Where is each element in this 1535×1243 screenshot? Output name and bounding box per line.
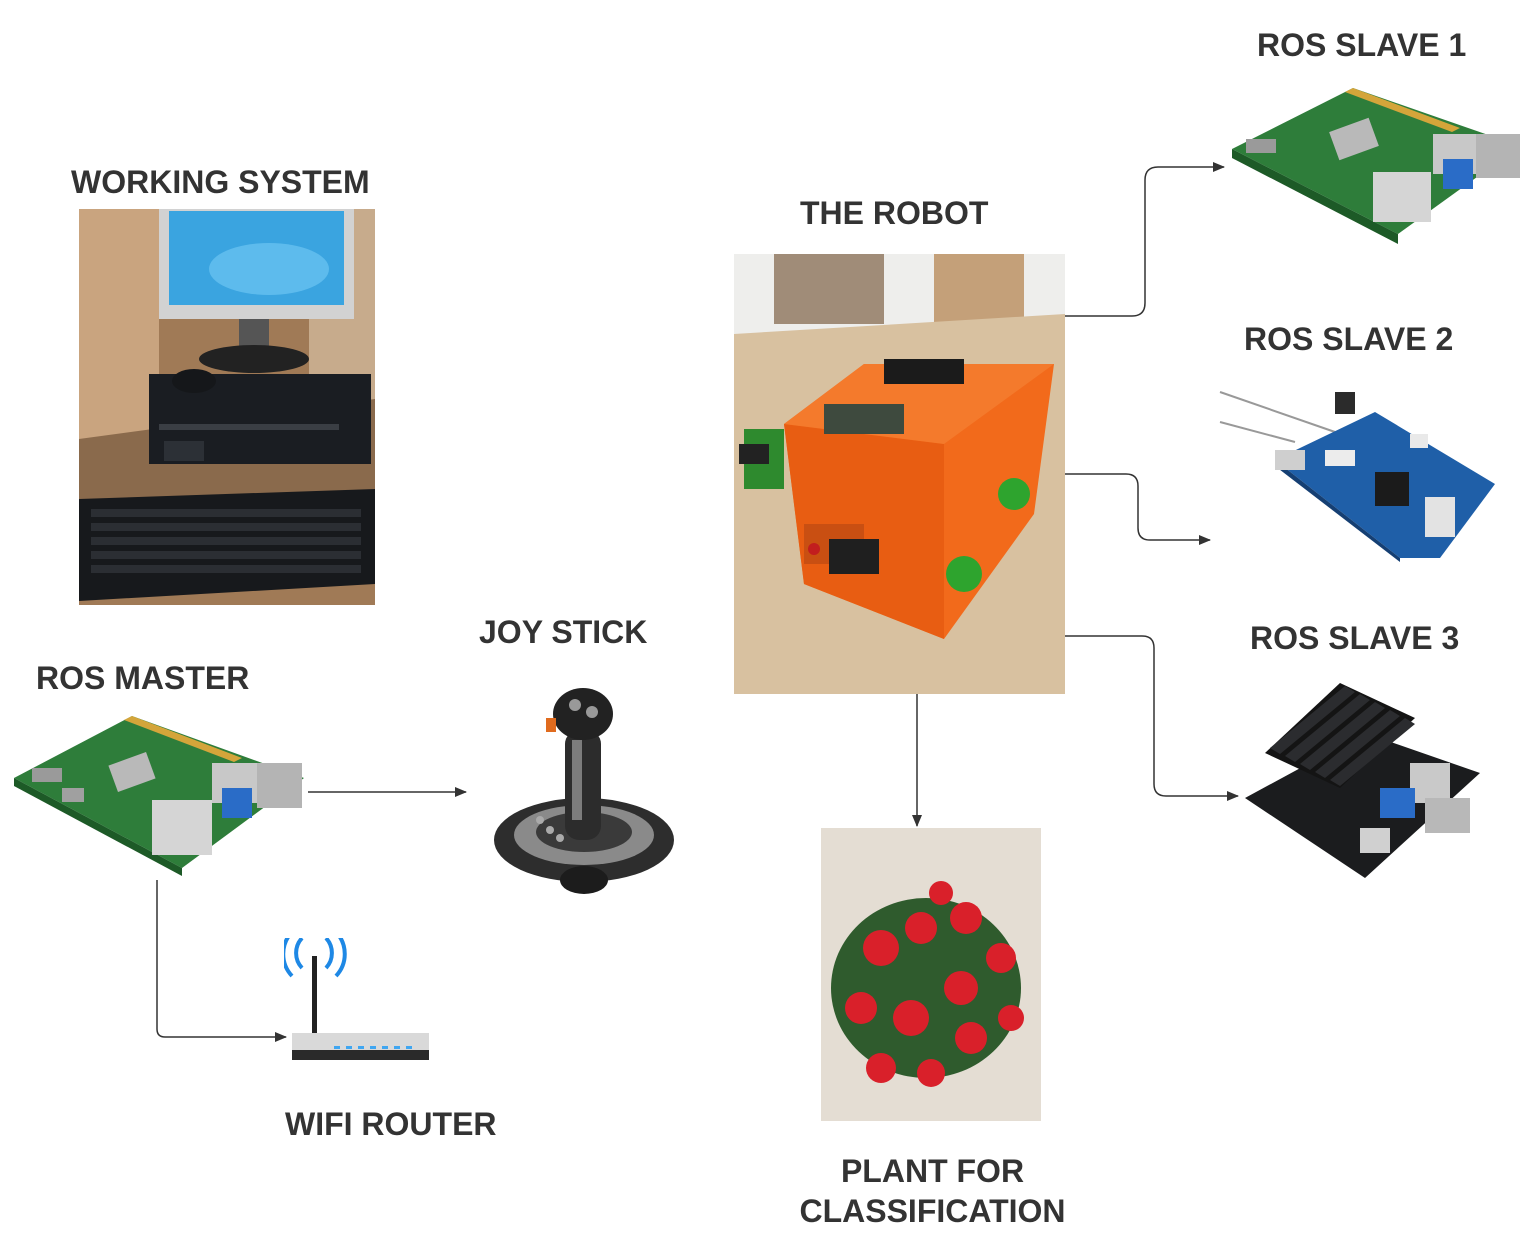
label-plant-for-classification: PLANT FOR CLASSIFICATION xyxy=(790,1151,1075,1231)
ros-master-board xyxy=(12,708,307,880)
arrow-robot-to-slave3 xyxy=(1065,635,1239,801)
robot-photo xyxy=(734,254,1065,694)
label-plant-line2: CLASSIFICATION xyxy=(799,1193,1066,1229)
ros-slave-1-board xyxy=(1228,84,1523,248)
label-the-robot: THE ROBOT xyxy=(800,195,989,231)
arrow-robot-to-slave1 xyxy=(1065,162,1225,317)
joystick-controller xyxy=(480,680,688,902)
arrow-master-to-router xyxy=(156,880,287,1042)
label-ros-slave-3: ROS SLAVE 3 xyxy=(1250,620,1460,656)
arrow-robot-to-slave2 xyxy=(1065,473,1211,545)
label-ros-slave-1: ROS SLAVE 1 xyxy=(1257,27,1467,63)
label-ros-slave-2: ROS SLAVE 2 xyxy=(1244,321,1454,357)
label-plant-line1: PLANT FOR xyxy=(840,1153,1025,1189)
plant-photo xyxy=(821,828,1041,1121)
ros-slave-3-board xyxy=(1240,678,1485,883)
label-working-system: WORKING SYSTEM xyxy=(71,164,370,200)
label-wifi-router: WIFI ROUTER xyxy=(285,1106,497,1142)
label-ros-master: ROS MASTER xyxy=(36,660,250,696)
label-joy-stick: JOY STICK xyxy=(479,614,648,650)
ros-slave-2-board xyxy=(1215,362,1499,562)
working-system-photo xyxy=(79,209,375,605)
wifi-router xyxy=(284,938,434,1078)
